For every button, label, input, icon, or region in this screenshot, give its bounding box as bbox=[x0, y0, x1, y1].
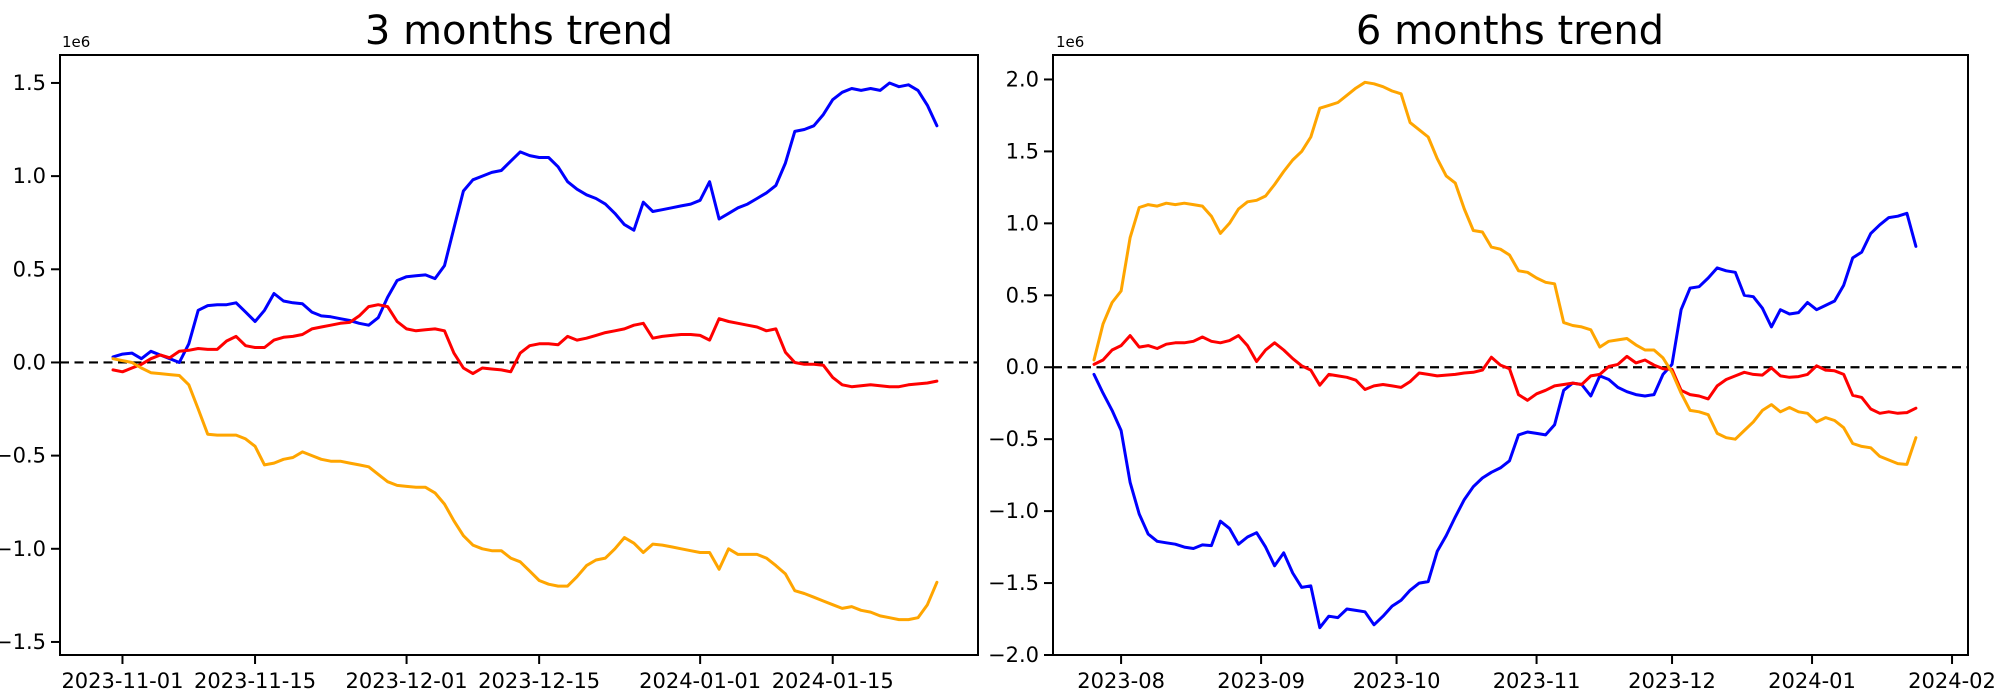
y-tick-label: −1.5 bbox=[0, 630, 46, 654]
x-tick-label: 2023-11-15 bbox=[194, 669, 316, 693]
x-tick-label: 2024-01-15 bbox=[772, 669, 894, 693]
x-tick-label: 2024-01-01 bbox=[639, 669, 761, 693]
y-tick-label: 0.0 bbox=[13, 350, 46, 374]
y-axis-offset-label-right: 1e6 bbox=[1056, 33, 1085, 51]
x-tick-label: 2023-10 bbox=[1353, 669, 1441, 693]
chart-title-3-months: 3 months trend bbox=[364, 8, 674, 54]
x-tick-label: 2023-12-01 bbox=[346, 669, 468, 693]
y-tick-label: 1.5 bbox=[13, 71, 46, 95]
y-tick-label: 1.0 bbox=[13, 164, 46, 188]
y-tick-label: 2.0 bbox=[1006, 67, 1039, 91]
x-tick-label: 2024-02 bbox=[1908, 669, 1996, 693]
chart-6-months: 2.0 1.5 1.0 0.5 0.0 −0.5 −1.0 −1.5 −2.0 2023-08 20… bbox=[988, 54, 1996, 693]
y-tick-label: −0.5 bbox=[0, 444, 46, 468]
x-tick-label: 2023-11 bbox=[1493, 669, 1581, 693]
x-tick-label: 2023-09 bbox=[1217, 669, 1305, 693]
chart-title-6-months: 6 months trend bbox=[1355, 8, 1665, 54]
x-tick-label: 2023-12-15 bbox=[478, 669, 600, 693]
series-blue bbox=[1092, 211, 1918, 630]
series-orange bbox=[1092, 80, 1918, 466]
y-tick-label: −0.5 bbox=[988, 427, 1039, 451]
y-tick-label: 0.0 bbox=[1006, 355, 1039, 379]
x-tick-label: 2023-08 bbox=[1077, 669, 1165, 693]
y-tick-label: −1.5 bbox=[988, 571, 1039, 595]
y-tick-label: −1.0 bbox=[988, 499, 1039, 523]
x-tick-label: 2023-12 bbox=[1628, 669, 1716, 693]
x-tick-label: 2023-11-01 bbox=[61, 669, 183, 693]
y-tick-label: 0.5 bbox=[13, 257, 46, 281]
y-tick-label: 0.5 bbox=[1006, 283, 1039, 307]
axes-spines bbox=[1052, 54, 1969, 656]
y-tick-label: −2.0 bbox=[988, 643, 1039, 667]
series-orange bbox=[111, 357, 939, 622]
x-tick-label: 2024-01 bbox=[1768, 669, 1856, 693]
series-red bbox=[1092, 334, 1918, 415]
chart-3-months: 1.5 1.0 0.5 0.0 −0.5 −1.0 −1.5 2023-11-01 2023-1… bbox=[0, 54, 979, 693]
y-tick-label: 1.5 bbox=[1006, 139, 1039, 163]
axes-spines bbox=[59, 54, 979, 656]
y-tick-label: 1.0 bbox=[1006, 211, 1039, 235]
series-red bbox=[111, 303, 939, 389]
y-tick-label: −1.0 bbox=[0, 537, 46, 561]
series-blue bbox=[111, 81, 939, 364]
y-axis-offset-label-left: 1e6 bbox=[62, 33, 91, 51]
